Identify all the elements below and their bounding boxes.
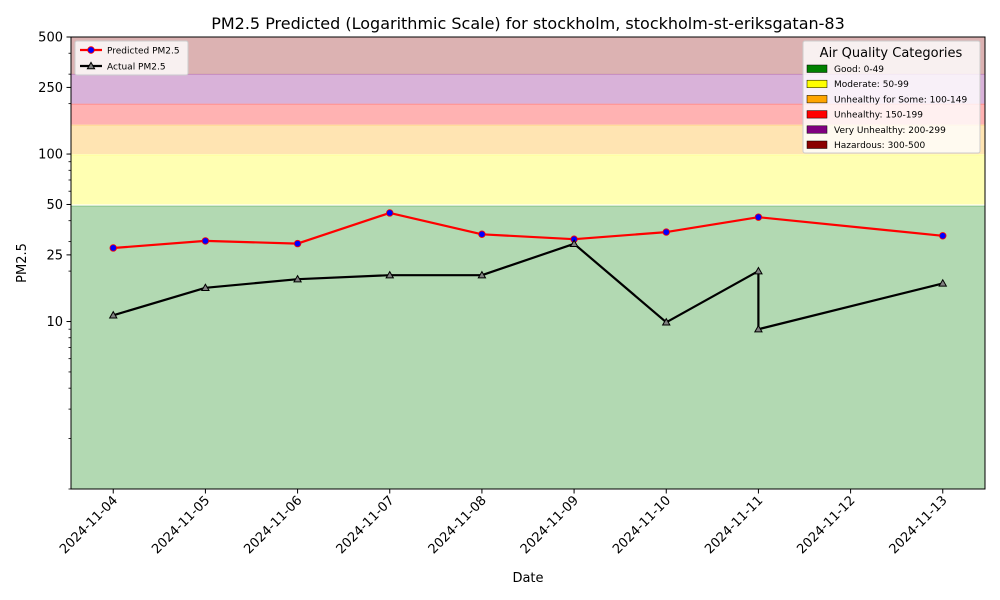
aqi-band-3 — [71, 104, 985, 125]
point-1-5 — [569, 239, 579, 248]
point-1-0 — [108, 310, 118, 319]
point-1-4 — [477, 270, 487, 279]
band-legend-swatch-4 — [806, 125, 828, 134]
point-0-0 — [109, 244, 117, 252]
point-0-8 — [939, 232, 947, 240]
point-0-6 — [662, 228, 670, 236]
band-legend-swatch-2 — [806, 95, 828, 104]
band-legend-label-3: Unhealthy: 150-199 — [834, 111, 923, 121]
point-1-1 — [200, 283, 210, 291]
series-legend-marker-1 — [86, 61, 96, 70]
y-tick-label-3: 100 — [38, 148, 63, 163]
point-1-6 — [661, 317, 671, 326]
point-0-2 — [293, 239, 302, 248]
band-legend-swatch-5 — [806, 140, 828, 149]
y-tick-label-0: 10 — [46, 315, 63, 330]
series-legend-label-1: Actual PM2.5 — [107, 62, 166, 72]
y-tick-label-2: 50 — [46, 198, 63, 213]
series-legend-box — [74, 40, 189, 76]
series-markers — [108, 209, 948, 333]
band-legend-label-2: Unhealthy for Some: 100-149 — [834, 95, 967, 105]
band-legend-swatch-0 — [806, 64, 828, 73]
band-legend-box — [802, 40, 981, 154]
point-1-9 — [938, 278, 948, 287]
point-1-8 — [753, 324, 763, 333]
band-legend-label-5: Hazardous: 300-500 — [834, 141, 925, 151]
band-legend-label-1: Moderate: 50-99 — [834, 80, 909, 90]
aqi-band-1 — [71, 154, 985, 205]
band-legend-label-4: Very Unhealthy: 200-299 — [834, 126, 946, 136]
point-0-3 — [386, 209, 394, 217]
band-legend-swatch-1 — [806, 79, 828, 88]
point-0-4 — [478, 230, 486, 238]
y-axis: 10 25 50 100 250 500 — [38, 31, 71, 490]
point-1-3 — [385, 270, 395, 279]
x-axis-title: Date — [512, 571, 543, 586]
plot-frame — [70, 36, 986, 490]
aqi-band-0 — [71, 205, 985, 489]
series-legend-label-0: Predicted PM2.5 — [107, 46, 180, 56]
series-line-1 — [112, 242, 944, 331]
point-0-7 — [754, 213, 763, 221]
band-legend-label-0: Good: 0-49 — [834, 65, 884, 75]
chart-title: PM2.5 Predicted (Logarithmic Scale) for … — [211, 14, 845, 33]
point-1-2 — [293, 274, 303, 283]
band-legend: Air Quality Categories Good: 0-49 Moderate… — [802, 40, 981, 154]
point-1-7 — [753, 266, 763, 275]
y-tick-label-5: 500 — [38, 31, 63, 46]
band-legend-swatch-3 — [806, 110, 828, 119]
band-legend-title: Air Quality Categories — [820, 46, 963, 61]
y-tick-label-1: 25 — [46, 248, 63, 263]
point-0-1 — [201, 237, 210, 245]
y-tick-label-4: 250 — [38, 81, 63, 96]
series-legend: Predicted PM2.5 Actual PM2.5 — [74, 40, 189, 76]
y-axis-title: PM2.5 — [15, 243, 30, 283]
series-legend-marker-0 — [87, 46, 95, 54]
